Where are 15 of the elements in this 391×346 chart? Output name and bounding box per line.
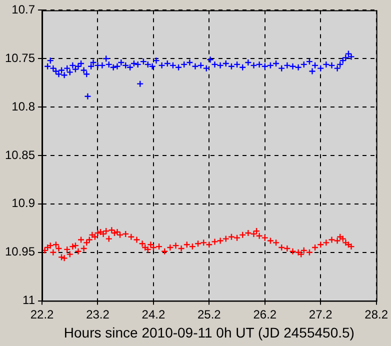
x-tick-label: 24.2 bbox=[142, 307, 166, 322]
x-tick-label: 22.2 bbox=[30, 307, 54, 322]
x-tick-label: 23.2 bbox=[86, 307, 110, 322]
y-tick-label: 10.95 bbox=[5, 244, 36, 259]
y-tick-label: 10.8 bbox=[12, 99, 36, 114]
x-tick-label: 27.2 bbox=[308, 307, 333, 322]
y-tick-label: 10.9 bbox=[12, 196, 36, 210]
x-axis-title: Hours since 2010-09-11 0h UT (JD 2455450.5) bbox=[64, 324, 354, 340]
y-tick-label: 10.7 bbox=[12, 2, 36, 17]
y-tick-label: 10.75 bbox=[5, 50, 36, 65]
y-tick-label: 11 bbox=[22, 293, 36, 308]
y-tick-label: 10.85 bbox=[5, 148, 36, 162]
x-tick-label: 28.2 bbox=[364, 307, 388, 322]
x-tick-label: 25.2 bbox=[197, 307, 222, 322]
x-tick-label: 26.2 bbox=[253, 307, 277, 322]
